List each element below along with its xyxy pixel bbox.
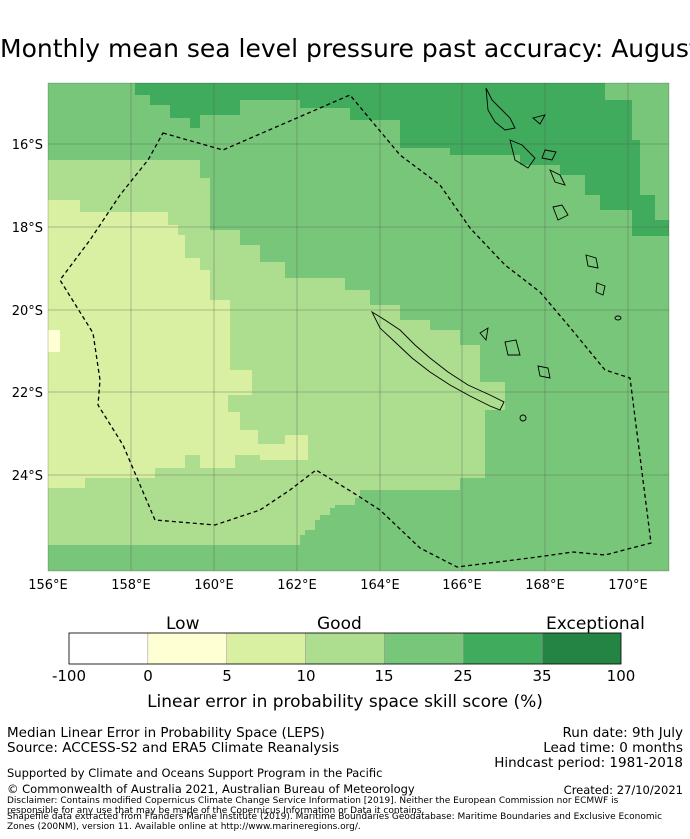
island-vanuatu-8 — [595, 282, 606, 296]
lon-label: 158°E — [111, 578, 151, 593]
method-text: Median Linear Error in Probability Space… — [7, 725, 325, 741]
legend-category-exceptional: Exceptional — [546, 614, 645, 634]
colorbar-tick: 35 — [532, 667, 552, 685]
island-loyalty-1 — [479, 327, 489, 342]
region-c1-west — [48, 200, 308, 488]
colorbar-cell — [463, 632, 543, 665]
island-loyalty-3 — [537, 365, 551, 379]
colorbar-tick: 25 — [453, 667, 473, 685]
lat-label: 22°S — [12, 386, 43, 401]
lat-label: 20°S — [12, 304, 43, 319]
lat-label: 18°S — [12, 221, 43, 236]
created-date: Created: 27/10/2021 — [563, 783, 683, 797]
region-c3-ne — [605, 83, 669, 220]
map-title: Monthly mean sea level pressure past acc… — [0, 34, 690, 63]
lat-tick-labels: 16°S 18°S 20°S 22°S 24°S — [12, 138, 43, 484]
island-vanuatu-5 — [549, 169, 566, 186]
lead-time: Lead time: 0 months — [543, 740, 683, 756]
lon-label: 160°E — [194, 578, 234, 593]
colorbar-tick: 15 — [374, 667, 394, 685]
disclaimer-line-1: Disclaimer: Contains modified Copernicus… — [7, 796, 619, 806]
region-c2-sw — [48, 500, 168, 512]
colorbar-cell — [305, 632, 385, 665]
run-date: Run date: 9th July — [562, 725, 683, 741]
colorbar-cell — [147, 632, 227, 665]
gridlines — [48, 83, 669, 571]
copyright-text: © Commonwealth of Australia 2021, Austra… — [7, 782, 415, 796]
island-vanuatu-1 — [485, 87, 516, 131]
colorbar-tick: 100 — [606, 667, 636, 685]
island-loyalty-2 — [504, 339, 521, 356]
lon-tick-labels: 156°E 158°E 160°E 162°E 164°E 166°E 168°… — [28, 578, 648, 593]
skill-map: 16°S 18°S 20°S 22°S 24°S 156°E 158°E 160… — [12, 82, 670, 593]
colorbar-cell — [226, 632, 306, 665]
island-vanuatu-2 — [509, 139, 536, 169]
map-frame — [47, 82, 670, 572]
lon-label: 162°E — [277, 578, 317, 593]
island-vanuatu-7 — [585, 254, 599, 269]
colorbar — [68, 632, 622, 665]
colorbar-tick: -100 — [51, 667, 87, 685]
islands — [370, 87, 622, 422]
colorbar-tick: 5 — [222, 667, 232, 685]
colorbar-title: Linear error in probability space skill … — [147, 692, 543, 712]
island-vanuatu-4 — [541, 149, 557, 161]
colorbar-cell — [68, 632, 149, 665]
skill-regions — [48, 83, 669, 571]
source-text: Source: ACCESS-S2 and ERA5 Climate Reana… — [7, 740, 340, 756]
shapefile-line-1: Shapefile data extracted from Flanders M… — [7, 812, 663, 822]
legend-category-low: Low — [166, 614, 200, 634]
lon-label: 164°E — [360, 578, 400, 593]
island-small-1 — [614, 315, 622, 321]
island-vanuatu-6 — [552, 204, 569, 221]
lon-label: 170°E — [608, 578, 648, 593]
eez-boundary — [59, 94, 652, 568]
new-caledonia — [370, 310, 505, 411]
island-vanuatu-3 — [532, 114, 546, 125]
lon-label: 168°E — [525, 578, 565, 593]
colorbar-tick: 0 — [143, 667, 153, 685]
colorbar-cell — [541, 632, 622, 665]
support-text: Supported by Climate and Oceans Support … — [7, 766, 383, 780]
colorbar-cell — [384, 632, 464, 665]
colorbar-tick: 10 — [296, 667, 316, 685]
lon-label: 156°E — [28, 578, 68, 593]
legend-category-good: Good — [317, 614, 362, 634]
hindcast-period: Hindcast period: 1981-2018 — [494, 755, 683, 771]
island-small-2 — [519, 414, 527, 422]
region-c0-patch — [48, 330, 60, 352]
shapefile-line-2: Zones (200NM), version 11. Available onl… — [7, 822, 361, 832]
lat-label: 24°S — [12, 469, 43, 484]
region-c4-north — [135, 83, 669, 236]
disclaimer-line-2: responsible for any use that may be made… — [7, 806, 425, 816]
lat-label: 16°S — [12, 138, 43, 153]
lon-label: 166°E — [442, 578, 482, 593]
region-c3-south — [292, 478, 669, 571]
